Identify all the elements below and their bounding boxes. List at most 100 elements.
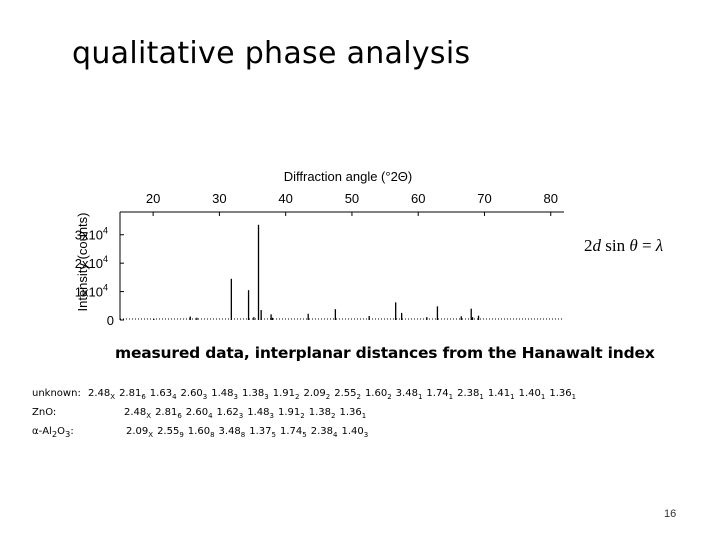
d-spacing: 2.38 xyxy=(310,426,333,437)
d-spacing: 1.37 xyxy=(249,426,272,437)
y-tick-label: 0 xyxy=(107,313,114,328)
relative-intensity: 2 xyxy=(300,412,305,420)
formula-two: 2 xyxy=(584,236,593,255)
d-value: 1.361 xyxy=(549,388,577,401)
d-value: 1.483 xyxy=(247,407,274,420)
x-tick-label: 20 xyxy=(146,191,160,206)
y-tick-label: 1x104 xyxy=(75,283,108,300)
table-caption: measured data, interplanar distances fro… xyxy=(115,344,655,362)
page-number: 16 xyxy=(664,508,677,520)
y-tick-label: 2x104 xyxy=(75,254,108,271)
d-value: 2.092 xyxy=(303,388,330,401)
relative-intensity: 3 xyxy=(202,393,208,401)
bragg-formula: 2d sin θ = λ xyxy=(584,236,663,256)
y-ticks: 0 1x104 2x104 3x104 xyxy=(75,226,124,328)
d-spacing: 2.09 xyxy=(126,426,149,437)
y-axis-label: Intensity (counts) xyxy=(75,213,90,312)
d-spacing: 1.36 xyxy=(549,388,572,399)
x-tick-label: 80 xyxy=(544,191,558,206)
relative-intensity: 4 xyxy=(333,431,338,439)
relative-intensity: 2 xyxy=(356,393,361,401)
d-spacing: 1.36 xyxy=(339,407,362,418)
d-spacing: 1.91 xyxy=(278,407,301,418)
row-label-alumina: α-Al2O3: xyxy=(32,426,74,439)
d-value: 1.403 xyxy=(341,426,369,439)
d-spacing: 1.48 xyxy=(247,407,270,418)
relative-intensity: 1 xyxy=(540,393,546,401)
relative-intensity: 8 xyxy=(210,431,215,439)
xrd-chart: 20 30 40 50 60 70 80 0 1x104 2x104 3x104 Diffract… xyxy=(75,169,564,328)
d-value: 2.604 xyxy=(185,407,213,420)
d-value: 2.816 xyxy=(155,407,182,420)
d-value: 2.48X xyxy=(124,407,152,420)
d-spacing: 2.48 xyxy=(88,388,111,399)
relative-intensity: 6 xyxy=(141,393,146,401)
x-tick-label: 40 xyxy=(278,191,292,206)
relative-intensity: X xyxy=(146,412,152,420)
relative-intensity: 1 xyxy=(479,393,484,401)
relative-intensity: 2 xyxy=(387,393,392,401)
d-value: 3.488 xyxy=(219,426,246,439)
y-tick-label: 3x104 xyxy=(75,226,108,243)
relative-intensity: 2 xyxy=(295,393,300,401)
d-spacing: 1.41 xyxy=(487,388,511,399)
d-value: 1.623 xyxy=(216,407,244,420)
d-spacing: 2.81 xyxy=(119,388,142,399)
d-spacing: 2.55 xyxy=(157,426,180,437)
d-spacing: 1.60 xyxy=(187,426,211,437)
d-spacing: 3.48 xyxy=(395,388,418,399)
d-spacing: 2.60 xyxy=(180,388,203,399)
d-value: 1.483 xyxy=(211,388,238,401)
d-value: 2.559 xyxy=(157,426,184,439)
relative-intensity: 4 xyxy=(172,393,177,401)
d-value: 1.634 xyxy=(149,388,177,401)
x-tick-label: 70 xyxy=(477,191,491,206)
relative-intensity: 8 xyxy=(240,431,246,439)
d-spacing: 1.63 xyxy=(149,388,173,399)
d-spacing: 1.91 xyxy=(272,388,295,399)
d-value: 1.411 xyxy=(487,388,515,401)
d-value: 1.912 xyxy=(272,388,300,401)
relative-intensity: 3 xyxy=(238,412,244,420)
relative-intensity: 2 xyxy=(331,412,336,420)
d-spacing: 1.40 xyxy=(518,388,541,399)
relative-intensity: 1 xyxy=(448,393,454,401)
d-value: 1.401 xyxy=(518,388,546,401)
slide-title: qualitative phase analysis xyxy=(72,36,471,71)
row-values-zno: 2.48X 2.816 2.604 1.623 1.483 1.912 1.382 1.361 xyxy=(124,403,370,426)
d-spacing: 2.60 xyxy=(185,407,209,418)
d-value: 1.602 xyxy=(364,388,392,401)
row-label-zno: ZnO: xyxy=(32,407,57,418)
x-axis-label: Diffraction angle (°2Θ) xyxy=(284,169,413,184)
d-spacing: 1.74 xyxy=(280,426,303,437)
d-value: 1.741 xyxy=(426,388,454,401)
row-label-unknown: unknown: xyxy=(32,388,81,399)
d-value: 2.552 xyxy=(334,388,361,401)
d-value: 2.816 xyxy=(119,388,146,401)
d-value: 1.361 xyxy=(339,407,367,420)
d-value: 2.384 xyxy=(310,426,338,439)
x-ticks: 20 30 40 50 60 70 80 xyxy=(146,191,558,216)
formula-sin: sin xyxy=(601,236,626,255)
d-spacing: 2.38 xyxy=(457,388,480,399)
relative-intensity: 4 xyxy=(208,412,213,420)
d-spacing: 1.48 xyxy=(211,388,234,399)
d-value: 1.745 xyxy=(280,426,307,439)
formula-d: d xyxy=(592,236,602,255)
relative-intensity: 3 xyxy=(269,412,274,420)
d-value: 2.48X xyxy=(88,388,115,401)
row-values-unknown: 2.48X 2.816 1.634 2.603 1.483 1.383 1.912 2.092… xyxy=(88,384,580,407)
d-spacing: 1.62 xyxy=(216,407,239,418)
d-spacing: 1.38 xyxy=(308,407,331,418)
d-spacing: 2.55 xyxy=(334,388,357,399)
relative-intensity: 1 xyxy=(361,412,367,420)
d-spacing: 2.09 xyxy=(303,388,326,399)
d-spacing: 1.60 xyxy=(364,388,388,399)
relative-intensity: 3 xyxy=(363,431,369,439)
x-tick-label: 60 xyxy=(411,191,425,206)
x-tick-label: 30 xyxy=(212,191,226,206)
relative-intensity: 1 xyxy=(417,393,423,401)
d-value: 1.382 xyxy=(308,407,336,420)
relative-intensity: 1 xyxy=(571,393,577,401)
formula-lambda: λ xyxy=(655,236,664,255)
